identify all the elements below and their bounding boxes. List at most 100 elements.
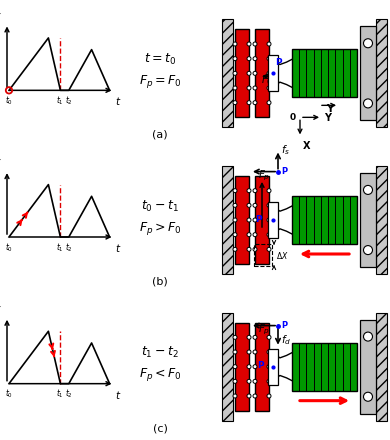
Circle shape xyxy=(267,335,271,339)
Circle shape xyxy=(233,42,237,46)
Circle shape xyxy=(233,101,237,105)
Text: $t_2$: $t_2$ xyxy=(65,241,73,253)
Text: $t_1$: $t_1$ xyxy=(57,241,64,253)
Text: $t_0$: $t_0$ xyxy=(5,241,13,253)
Circle shape xyxy=(253,218,257,222)
Circle shape xyxy=(247,247,251,251)
Text: $\mathbf{P}$: $\mathbf{P}$ xyxy=(257,359,265,370)
Circle shape xyxy=(253,101,257,105)
Circle shape xyxy=(233,86,237,90)
Text: $t_1$: $t_1$ xyxy=(57,94,64,107)
Text: (c): (c) xyxy=(152,423,167,433)
Circle shape xyxy=(363,185,372,194)
Text: $t_1$: $t_1$ xyxy=(57,388,64,400)
Bar xyxy=(254,244,272,266)
Text: $\mathbf{P}$: $\mathbf{P}$ xyxy=(281,319,289,330)
Circle shape xyxy=(253,335,257,339)
Text: $\mathbf{X}$: $\mathbf{X}$ xyxy=(302,139,311,151)
Circle shape xyxy=(363,392,372,401)
Circle shape xyxy=(233,189,237,193)
Bar xyxy=(376,166,387,274)
Circle shape xyxy=(233,394,237,398)
Text: $f_s$: $f_s$ xyxy=(281,143,290,158)
Circle shape xyxy=(247,71,251,75)
Circle shape xyxy=(247,365,251,369)
Circle shape xyxy=(267,42,271,46)
Bar xyxy=(360,173,376,267)
Circle shape xyxy=(247,379,251,383)
Circle shape xyxy=(267,203,271,207)
Text: $t_0$: $t_0$ xyxy=(5,388,13,400)
Text: $t_0-t_1$: $t_0-t_1$ xyxy=(141,198,179,213)
Bar xyxy=(376,19,387,127)
Circle shape xyxy=(363,332,372,341)
Bar xyxy=(360,320,376,414)
Circle shape xyxy=(247,350,251,354)
Text: $t$: $t$ xyxy=(115,95,122,107)
Circle shape xyxy=(233,57,237,61)
Text: $F_p = F_0$: $F_p = F_0$ xyxy=(139,73,181,90)
Bar xyxy=(255,323,269,411)
Bar xyxy=(292,49,357,97)
Text: $\mathbf{Y}$: $\mathbf{Y}$ xyxy=(326,103,336,114)
Text: $t_2$: $t_2$ xyxy=(65,94,73,107)
Circle shape xyxy=(233,350,237,354)
Text: $t$: $t$ xyxy=(115,389,122,401)
Circle shape xyxy=(247,335,251,339)
Circle shape xyxy=(267,233,271,237)
Circle shape xyxy=(267,218,271,222)
Circle shape xyxy=(363,99,372,108)
Bar xyxy=(235,323,249,411)
Circle shape xyxy=(233,247,237,251)
Circle shape xyxy=(247,101,251,105)
Circle shape xyxy=(247,57,251,61)
Text: $\Delta X$: $\Delta X$ xyxy=(276,249,289,260)
Circle shape xyxy=(253,233,257,237)
Text: $F_p < F_0$: $F_p < F_0$ xyxy=(139,366,181,383)
Bar xyxy=(292,196,357,244)
Text: $V$: $V$ xyxy=(0,304,2,316)
Circle shape xyxy=(267,101,271,105)
Circle shape xyxy=(363,246,372,255)
Bar xyxy=(255,29,269,117)
Text: $V$: $V$ xyxy=(0,157,2,169)
Circle shape xyxy=(253,57,257,61)
Bar xyxy=(292,343,357,391)
Circle shape xyxy=(247,203,251,207)
Circle shape xyxy=(267,379,271,383)
Text: $F_0$: $F_0$ xyxy=(261,73,273,87)
Bar xyxy=(360,26,376,120)
Circle shape xyxy=(247,218,251,222)
Circle shape xyxy=(253,350,257,354)
Text: (b): (b) xyxy=(152,277,168,286)
Circle shape xyxy=(267,365,271,369)
Text: $t_1-t_2$: $t_1-t_2$ xyxy=(141,345,179,360)
Circle shape xyxy=(233,218,237,222)
Text: $\mathbf{P}$: $\mathbf{P}$ xyxy=(275,56,283,67)
Circle shape xyxy=(247,86,251,90)
Circle shape xyxy=(253,247,257,251)
Circle shape xyxy=(253,365,257,369)
Circle shape xyxy=(233,233,237,237)
Text: $\mathbf{Y}$: $\mathbf{Y}$ xyxy=(324,111,333,123)
Circle shape xyxy=(247,42,251,46)
Circle shape xyxy=(267,86,271,90)
Text: $t = t_0$: $t = t_0$ xyxy=(144,52,176,67)
Bar xyxy=(235,29,249,117)
Circle shape xyxy=(267,189,271,193)
Circle shape xyxy=(247,233,251,237)
Text: $\mathbf{0}$: $\mathbf{0}$ xyxy=(289,111,297,122)
Circle shape xyxy=(267,394,271,398)
Bar xyxy=(222,166,233,274)
Text: $t_2$: $t_2$ xyxy=(65,388,73,400)
Text: $F_p$: $F_p$ xyxy=(258,323,270,337)
Text: $F_p$: $F_p$ xyxy=(258,169,270,183)
Circle shape xyxy=(267,247,271,251)
Circle shape xyxy=(233,203,237,207)
Text: $V$: $V$ xyxy=(0,11,2,22)
Circle shape xyxy=(233,335,237,339)
Text: (a): (a) xyxy=(152,130,168,140)
Bar xyxy=(268,348,278,385)
Bar xyxy=(376,313,387,421)
Bar xyxy=(222,313,233,421)
